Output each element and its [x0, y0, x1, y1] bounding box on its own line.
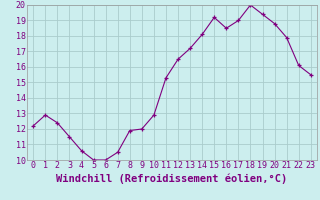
- X-axis label: Windchill (Refroidissement éolien,°C): Windchill (Refroidissement éolien,°C): [56, 173, 288, 184]
